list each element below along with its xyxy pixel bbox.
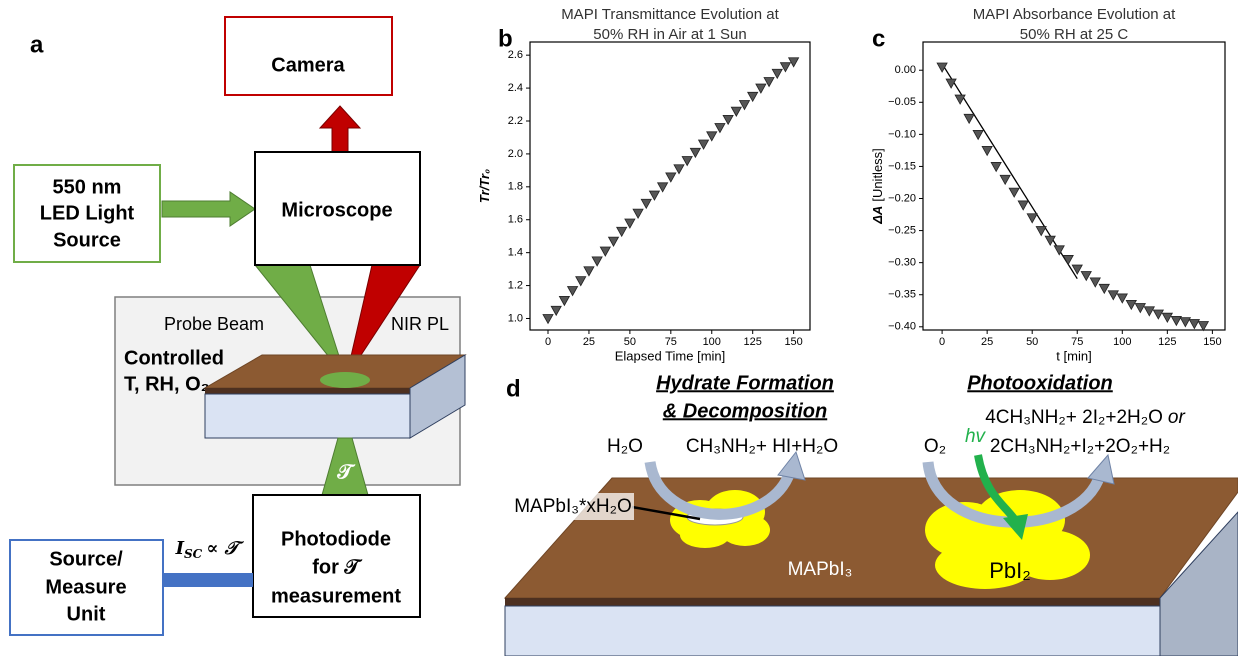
y-tick-label: −0.15 <box>888 160 916 172</box>
oxidation-reactant: O₂ <box>924 436 946 457</box>
cloud-part <box>680 522 730 548</box>
microscope-label: Microscope <box>281 199 392 221</box>
chart-title: 50% RH in Air at 1 Sun <box>593 26 746 43</box>
camera-arrow <box>320 106 360 152</box>
formula: 4CH₃NH₂+ 2I₂+2H₂O <box>985 407 1163 428</box>
hydrate-title: Hydrate Formation <box>656 372 834 394</box>
substrate-front <box>505 606 1160 656</box>
x-axis-label: t [min] <box>1056 348 1091 363</box>
product-label: PbI₂ <box>989 558 1031 583</box>
camera-label: Camera <box>271 54 345 76</box>
chart-title: MAPI Absorbance Evolution at <box>973 6 1176 23</box>
source-measure-label: Unit <box>67 603 106 625</box>
x-tick-label: 100 <box>703 336 721 348</box>
x-tick-label: 75 <box>665 336 677 348</box>
photooxidation-title: Photooxidation <box>967 372 1113 394</box>
x-tick-label: 0 <box>545 336 551 348</box>
hydrate-reactant: H₂O <box>607 436 643 457</box>
y-tick-label: 1.4 <box>508 247 523 259</box>
oxidation-products: 2CH₃NH₂+I₂+2O₂+H₂ <box>990 436 1170 457</box>
photodiode-label: Photodiode <box>281 528 391 550</box>
light-source-label: Source <box>53 229 121 251</box>
light-arrow <box>162 192 255 226</box>
hydrate-products: CH₃NH₂+ HI+H₂O <box>686 436 838 457</box>
x-tick-label: 50 <box>1026 336 1038 348</box>
sample-front <box>205 394 410 438</box>
y-tick-label: −0.35 <box>888 289 916 301</box>
isc-subscript: SC <box>184 547 203 561</box>
y-tick-label: 1.8 <box>508 181 523 193</box>
film-label: MAPbI₃ <box>788 559 853 580</box>
source-measure-label: Measure <box>45 576 126 598</box>
conjunction: or <box>1168 407 1186 428</box>
x-tick-label: 50 <box>624 336 636 348</box>
y-tick-label: −0.05 <box>888 96 916 108</box>
sample-edge <box>205 388 410 394</box>
y-tick-label: −0.20 <box>888 192 916 204</box>
x-axis-label: Elapsed Time [min] <box>615 348 726 363</box>
hydrate-title: & Decomposition <box>663 400 827 422</box>
source-measure-label: Source/ <box>49 548 123 570</box>
y-tick-label: 2.4 <box>508 82 523 94</box>
y-tick-label: 1.0 <box>508 312 523 324</box>
y-tick-label: 2.2 <box>508 115 523 127</box>
y-tick-label: −0.10 <box>888 128 916 140</box>
y-tick-label: −0.25 <box>888 224 916 236</box>
y-axis-label: Tr/Tr₀ <box>477 169 492 203</box>
photodiode-label: measurement <box>271 585 401 607</box>
x-tick-label: 150 <box>1203 336 1221 348</box>
hydrate-label: MAPbI₃*xH₂O <box>514 496 632 517</box>
nir-pl-label: NIR PL <box>391 314 449 334</box>
chamber-label: T, RH, O₂ <box>124 373 210 395</box>
chart-title: 50% RH at 25 C <box>1020 26 1129 43</box>
chamber-label: Controlled <box>124 347 224 369</box>
y-tick-label: 2.6 <box>508 49 523 61</box>
y-axis-label: ΔA [Unitless] <box>870 148 885 225</box>
y-axis-unit: [Unitless] <box>870 148 885 201</box>
x-tick-label: 125 <box>744 336 762 348</box>
panel-label: c <box>872 25 885 52</box>
y-tick-label: −0.30 <box>888 257 916 269</box>
x-tick-label: 25 <box>583 336 595 348</box>
x-tick-label: 25 <box>981 336 993 348</box>
x-tick-label: 75 <box>1071 336 1083 348</box>
y-axis-symbol: ΔA <box>870 206 885 225</box>
x-tick-label: 150 <box>784 336 802 348</box>
film-edge <box>505 598 1160 606</box>
isc-relation: ∝ 𝒯 <box>206 538 244 559</box>
beam-spot <box>320 372 370 388</box>
y-tick-label: 1.6 <box>508 214 523 226</box>
x-tick-label: 125 <box>1158 336 1176 348</box>
y-tick-label: 2.0 <box>508 148 523 160</box>
light-source-label: LED Light <box>40 202 135 224</box>
figure: a Camera 550 nm LED Light Source Microsc… <box>0 0 1238 656</box>
light-label: hv <box>965 426 987 447</box>
y-tick-label: 0.00 <box>895 64 916 76</box>
plot-frame <box>923 42 1225 330</box>
light-source-label: 550 nm <box>53 176 122 198</box>
y-axis-symbol: Tr/Tr₀ <box>477 169 492 203</box>
x-tick-label: 100 <box>1113 336 1131 348</box>
panel-label: d <box>506 375 521 402</box>
probe-beam-label: Probe Beam <box>164 314 264 334</box>
x-tick-label: 0 <box>939 336 945 348</box>
isc-label: ISC∝ 𝒯 <box>175 538 245 561</box>
chart-title: MAPI Transmittance Evolution at <box>561 6 779 23</box>
y-tick-label: −0.40 <box>888 321 916 333</box>
y-tick-label: 1.2 <box>508 279 523 291</box>
photodiode-label: for 𝒯 <box>312 556 363 578</box>
connection <box>163 573 253 587</box>
panel-label: a <box>30 31 44 58</box>
